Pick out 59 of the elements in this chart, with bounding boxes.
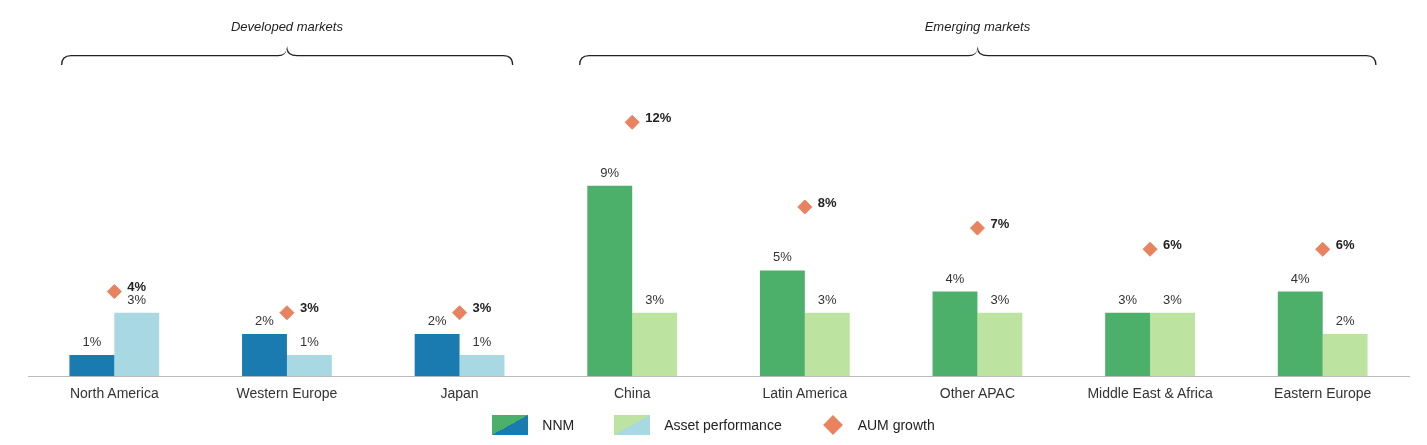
- x-tick-label: Other APAC: [939, 385, 1016, 402]
- point: [624, 114, 640, 130]
- x-tick-label: Western Europe: [236, 385, 338, 402]
- x-tick-label: Eastern Europe: [1274, 385, 1372, 402]
- bar: [114, 312, 160, 377]
- legend-label: AUM growth: [857, 417, 935, 433]
- data-label: 8%: [817, 194, 838, 210]
- bar: [286, 355, 332, 377]
- x-tick-label: Latin America: [762, 385, 848, 402]
- data-label: 1%: [82, 334, 102, 350]
- bar: [1322, 333, 1368, 377]
- bar: [69, 355, 115, 377]
- data-label: 2%: [1335, 312, 1355, 328]
- bar: [242, 333, 287, 377]
- data-label: 1%: [472, 334, 492, 350]
- point: [106, 284, 122, 300]
- data-label: 6%: [1335, 236, 1355, 252]
- bar: [414, 333, 460, 377]
- x-tick-label: Japan: [440, 385, 479, 402]
- bar: [1277, 291, 1323, 377]
- data-label: 7%: [990, 215, 1010, 231]
- bar: [459, 355, 505, 377]
- data-label: 3%: [1118, 291, 1138, 307]
- data-label: 6%: [1163, 236, 1183, 252]
- text: Emerging markets: [924, 18, 1031, 34]
- data-label: 3%: [1163, 291, 1183, 307]
- bar: [587, 185, 633, 377]
- point: [452, 305, 468, 321]
- bar: [632, 312, 678, 377]
- bar: [1105, 312, 1151, 377]
- bar: [977, 312, 1023, 377]
- bar: [759, 270, 805, 377]
- data-label: 3%: [299, 300, 320, 316]
- data-label: 2%: [427, 312, 447, 328]
- data-label: 4%: [945, 270, 965, 286]
- point: [969, 220, 985, 236]
- data-label: 5%: [772, 249, 793, 265]
- data-label: 1%: [299, 334, 320, 350]
- bar: [1150, 312, 1195, 377]
- bar: [932, 291, 978, 377]
- data-label: 3%: [645, 291, 665, 307]
- point: [797, 199, 813, 215]
- point: [1315, 241, 1331, 257]
- text: Developed markets: [230, 18, 344, 34]
- point: [1142, 241, 1158, 257]
- data-label: 4%: [1290, 270, 1311, 286]
- x-tick-label: Middle East & Africa: [1087, 385, 1213, 402]
- legend-label: NNM: [542, 417, 575, 433]
- data-label: 12%: [645, 109, 672, 125]
- data-label: 3%: [990, 291, 1010, 307]
- x-tick-label: North America: [69, 385, 159, 402]
- x-tick-label: China: [613, 385, 651, 402]
- data-label: 2%: [255, 312, 275, 328]
- legend-label: Asset performance: [664, 417, 782, 433]
- data-label: 3%: [817, 291, 838, 307]
- data-label: 9%: [600, 164, 620, 180]
- bar: [804, 312, 850, 377]
- point: [279, 305, 295, 321]
- data-label: 3%: [472, 300, 492, 316]
